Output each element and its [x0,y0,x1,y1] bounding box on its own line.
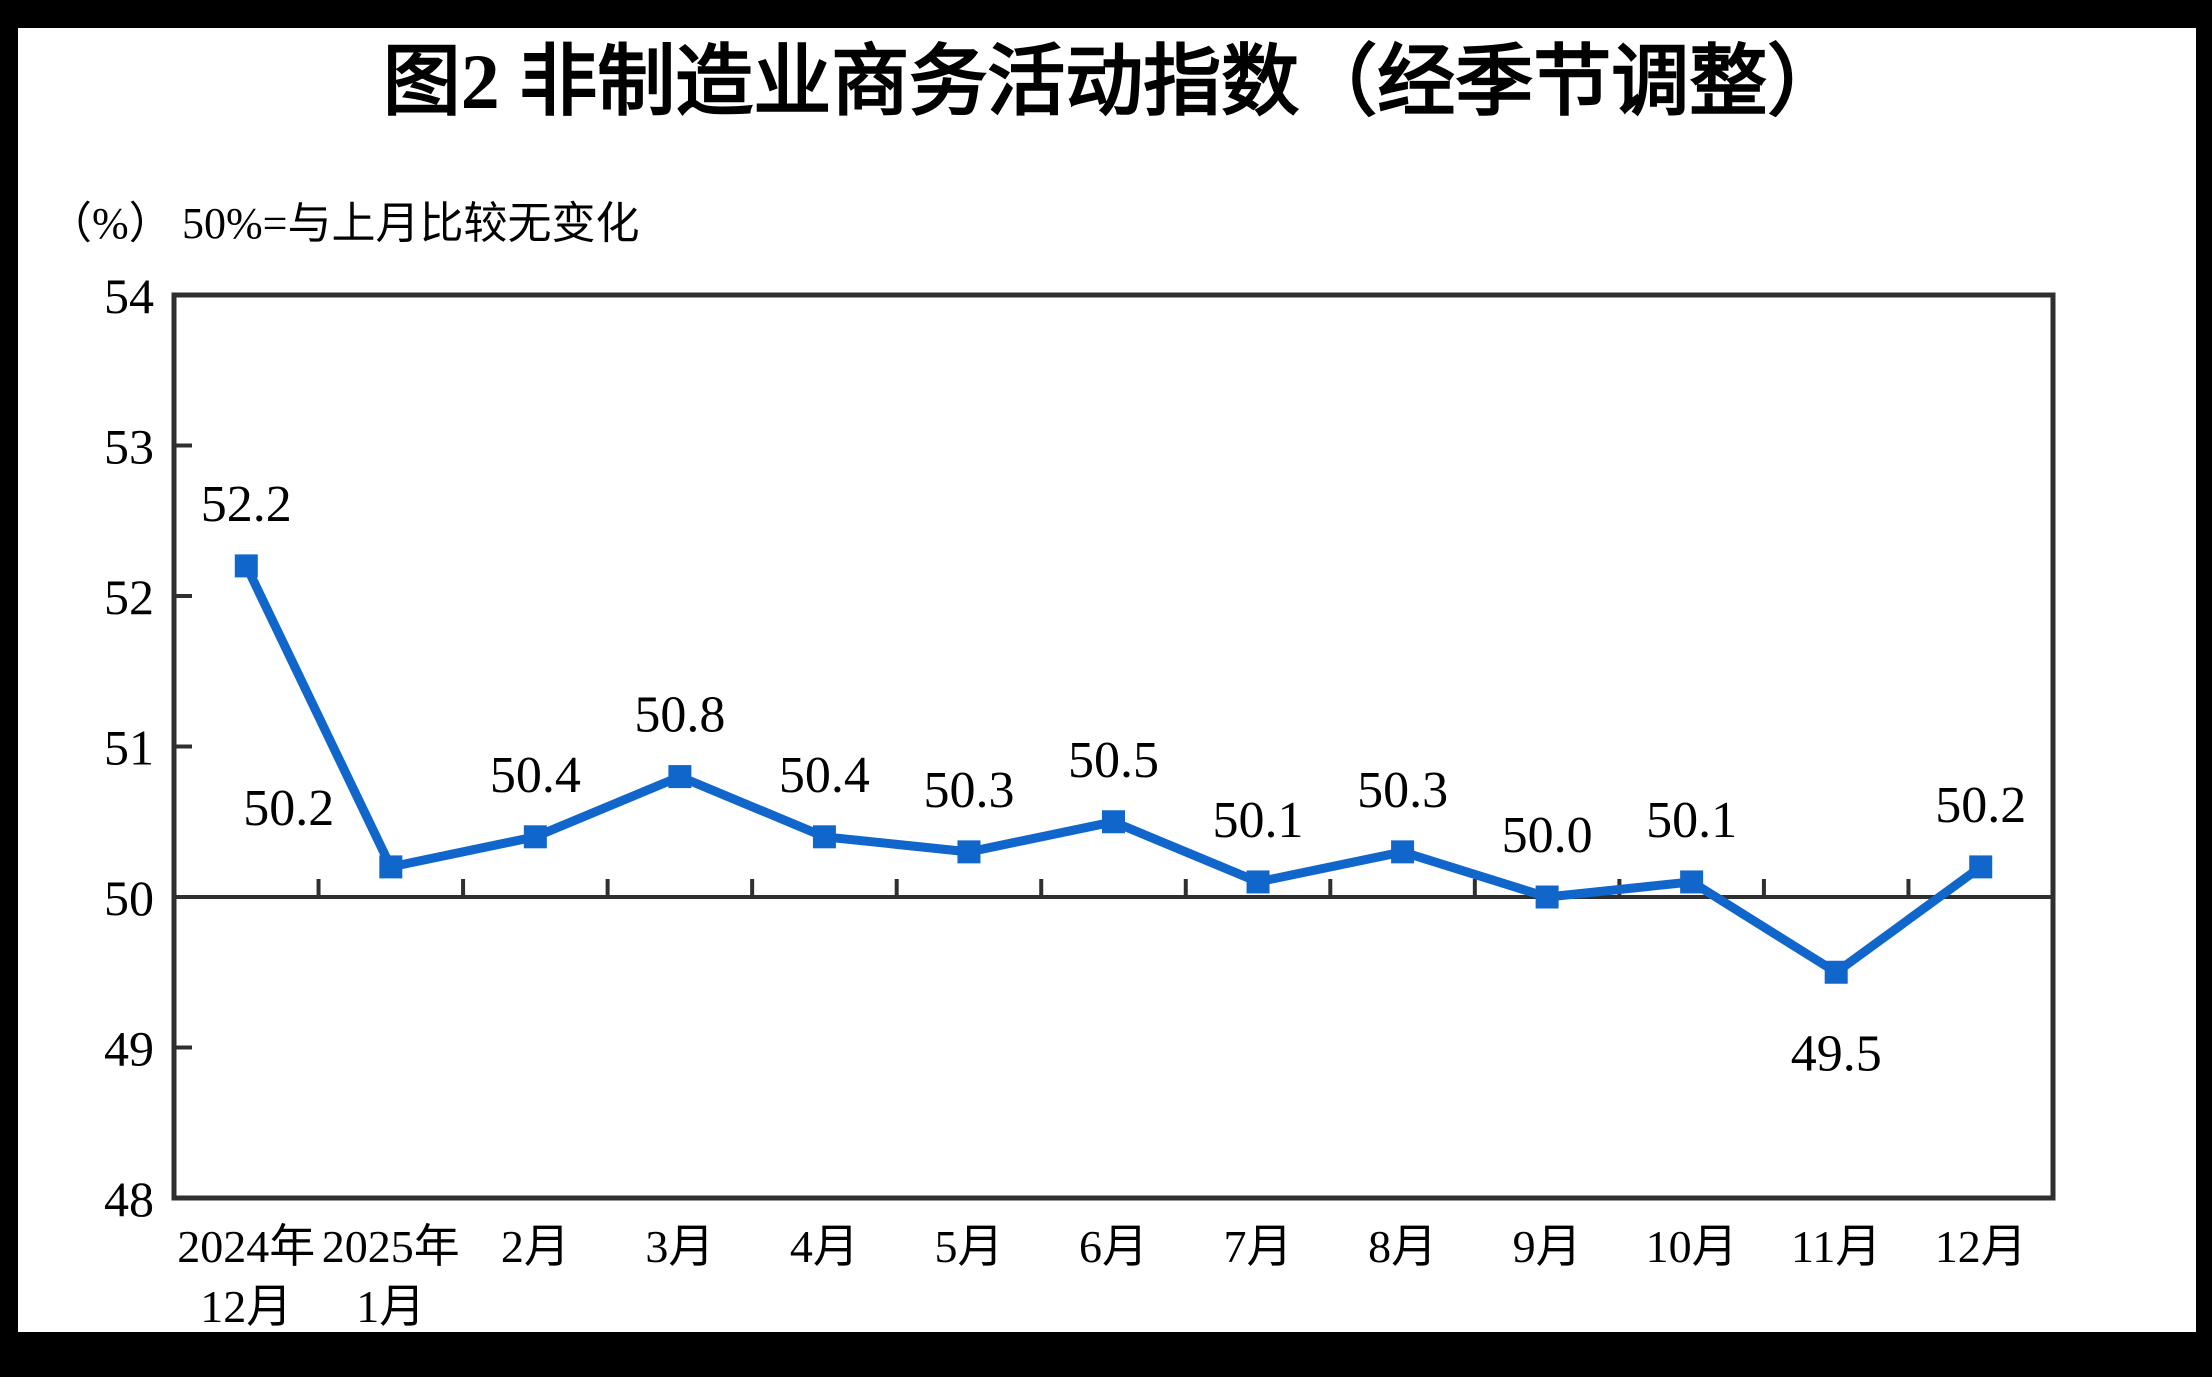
y-axis-tick-label: 50 [104,870,154,926]
data-point-marker [1391,840,1415,864]
data-point-marker [1246,870,1270,894]
x-axis-category-label: 12月 [200,1281,292,1332]
data-point-label: 50.5 [1068,732,1159,789]
y-axis-tick-label: 53 [104,419,154,475]
figure-title: 图2 非制造业商务活动指数（经季节调整） [383,38,1846,125]
data-point-label: 50.3 [923,762,1014,819]
y-axis-tick-label: 49 [104,1021,154,1077]
y-axis-tick-label: 48 [104,1171,154,1227]
x-axis-category-label: 8月 [1368,1221,1437,1272]
data-point-label: 50.4 [490,747,581,804]
data-point-label: 49.5 [1791,1025,1882,1082]
data-point-label: 50.8 [634,687,725,744]
data-point-marker [523,825,547,849]
data-point-label: 50.1 [1213,792,1304,849]
data-point-label: 50.1 [1646,792,1737,849]
data-point-label: 50.0 [1502,807,1593,864]
x-axis-category-label: 5月 [934,1221,1003,1272]
x-axis-category-label: 6月 [1079,1221,1148,1272]
plot-area: 48 49 50 51 52 53 54 52.2 50.2 50.4 50.8 50.4 50.3 50… [104,268,2056,1332]
reference-note: 50%=与上月比较无变化 [182,199,639,248]
x-axis-category-label: 2025年 [322,1221,460,1272]
unit-label: （%） [48,199,173,248]
x-axis-category-label: 9月 [1513,1221,1582,1272]
x-axis-category-label: 7月 [1224,1221,1293,1272]
data-point-marker [1102,810,1125,834]
data-point-marker [1680,870,1704,894]
data-point-marker [812,825,836,849]
data-point-marker [1535,885,1559,909]
data-point-label: 52.2 [201,476,292,533]
x-axis-category-label: 1月 [356,1281,425,1332]
data-point-label: 50.2 [243,780,334,837]
x-axis-category-label: 10月 [1646,1221,1738,1272]
y-axis-tick-label: 54 [104,268,154,324]
x-axis-category-label: 4月 [790,1221,859,1272]
y-axis-tick-label: 52 [104,569,154,625]
data-point-label: 50.2 [1935,777,2026,834]
x-axis-category-label: 2024年 [177,1221,315,1272]
x-axis-category-label: 12月 [1935,1221,2027,1272]
data-point-marker [234,554,258,578]
page-background [18,28,2196,1332]
x-axis-category-label: 11月 [1791,1221,1881,1272]
x-axis-category-label: 2月 [501,1221,570,1272]
x-axis-category-label: 3月 [645,1221,714,1272]
data-point-label: 50.3 [1357,762,1448,819]
data-point-marker [1824,960,1848,984]
data-point-label: 50.4 [779,747,870,804]
data-point-marker [379,855,403,879]
data-point-marker [1969,855,1993,879]
data-point-marker [668,765,692,789]
y-axis-tick-label: 51 [104,720,154,776]
data-point-marker [957,840,981,864]
